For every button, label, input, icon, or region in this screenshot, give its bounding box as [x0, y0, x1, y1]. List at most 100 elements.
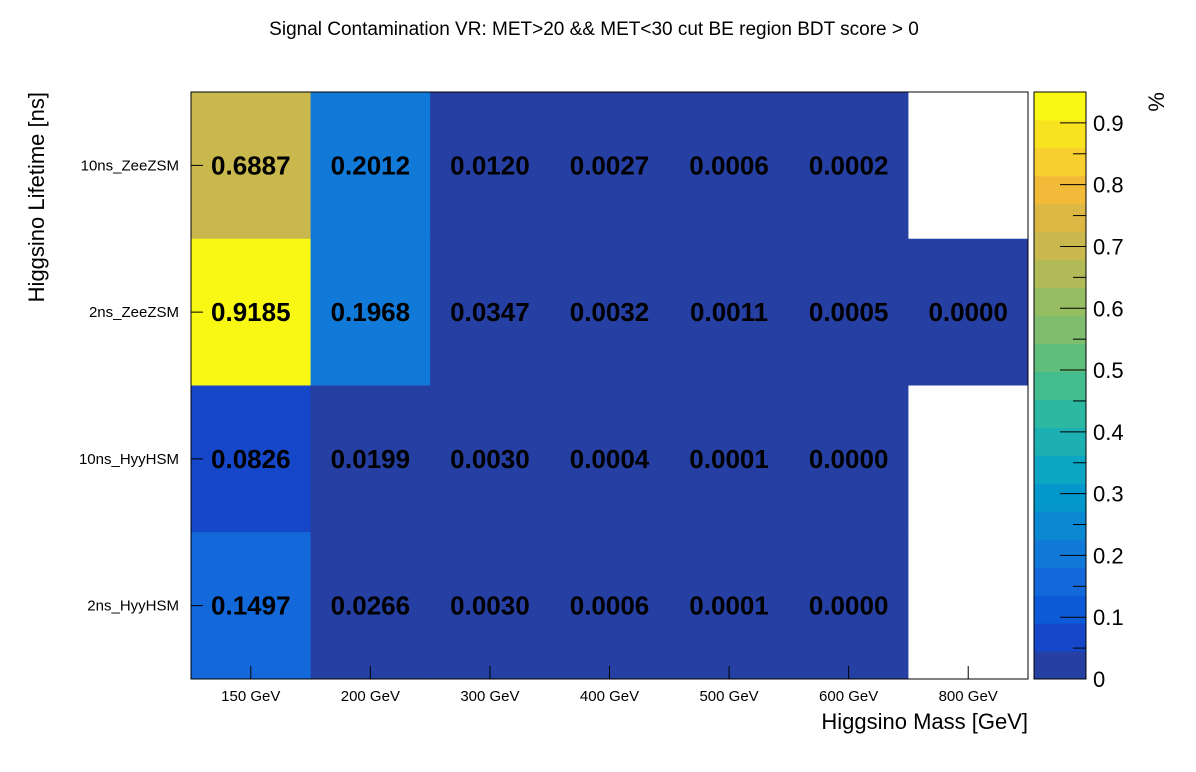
colorbar-band: [1034, 511, 1086, 540]
heatmap-cell: [191, 92, 312, 240]
colorbar-band: [1034, 595, 1086, 624]
cell-value-label: 0.0030: [450, 444, 530, 474]
x-tick-label: 800 GeV: [939, 688, 998, 705]
heatmap-cell: [549, 385, 670, 533]
colorbar-band: [1034, 567, 1086, 596]
heatmap-cell: [669, 385, 790, 533]
cell-value-label: 0.0011: [690, 297, 768, 327]
heatmap-cells: [191, 92, 1029, 680]
y-axis-label: Higgsino Lifetime [ns]: [24, 92, 49, 302]
cell-value-label: 0.0199: [331, 444, 411, 474]
heatmap-value-labels: 0.6887 0.2012 0.0120 0.0027 0.0006 0.0002 0.91…: [211, 150, 1008, 620]
colorbar-band: [1034, 287, 1086, 317]
cell-value-label: 0.0000: [928, 297, 1008, 327]
heatmap-cell: [310, 532, 431, 680]
cell-value-label: 0.0001: [689, 444, 769, 474]
colorbar-tick-label: 0: [1093, 667, 1105, 692]
colorbar-band: [1034, 203, 1086, 233]
heatmap-cell: [191, 532, 312, 680]
cell-value-label: 0.0006: [689, 150, 769, 180]
heatmap-cell: [669, 92, 790, 240]
colorbar-tick-label: 0.4: [1093, 420, 1124, 445]
colorbar-tick-label: 0.5: [1093, 358, 1124, 383]
heatmap-cell: [908, 238, 1029, 386]
cell-value-label: 0.0120: [450, 150, 530, 180]
cell-value-label: 0.0347: [450, 297, 530, 327]
x-axis-label: Higgsino Mass [GeV]: [821, 709, 1028, 734]
y-tick-label: 2ns_ZeeZSM: [89, 304, 179, 321]
cell-value-label: 0.1968: [331, 297, 411, 327]
y-axis-ticks: 10ns_ZeeZSM 2ns_ZeeZSM 10ns_HyyHSM 2ns_HyyH…: [79, 157, 203, 615]
colorbar-tick-label: 0.6: [1093, 296, 1124, 321]
colorbar-band: [1034, 92, 1086, 121]
heatmap-cell: [669, 238, 790, 386]
colorbar-band: [1034, 623, 1086, 652]
heatmap-cell: [549, 238, 670, 386]
colorbar-ticks: 0 0.1 0.2 0.3 0.4 0.5 0.6 0.7 0.8 0.9: [1060, 91, 1124, 692]
heatmap-cell: [549, 532, 670, 680]
colorbar-band: [1034, 539, 1086, 568]
cell-value-label: 0.0032: [570, 297, 650, 327]
colorbar-band: [1034, 343, 1086, 373]
heatmap-cell: [430, 238, 551, 386]
x-tick-label: 150 GeV: [221, 688, 280, 705]
colorbar-tick-label: 0.7: [1093, 234, 1124, 259]
heatmap-cell: [788, 238, 909, 386]
colorbar-tick-label: 0.1: [1093, 605, 1124, 630]
colorbar-band: [1034, 259, 1086, 289]
colorbar-band: [1034, 483, 1086, 512]
heatmap-cell: [310, 385, 431, 533]
heatmap-cell: [191, 385, 312, 533]
heatmap-cell: [908, 532, 1029, 680]
cell-value-label: 0.0826: [211, 444, 291, 474]
x-tick-label: 500 GeV: [699, 688, 758, 705]
cell-value-label: 0.0005: [809, 297, 889, 327]
colorbar-band: [1034, 175, 1086, 205]
heatmap-cell: [549, 92, 670, 240]
x-tick-label: 300 GeV: [460, 688, 519, 705]
cell-value-label: 0.0002: [809, 150, 889, 180]
colorbar-tick-label: 0.2: [1093, 543, 1124, 568]
colorbar-band: [1034, 119, 1086, 149]
color-scale-bar: [1034, 92, 1086, 680]
x-tick-label: 400 GeV: [580, 688, 639, 705]
chart-title: Signal Contamination VR: MET>20 && MET<3…: [269, 19, 919, 40]
y-tick-label: 10ns_HyyHSM: [79, 451, 179, 468]
y-tick-label: 2ns_HyyHSM: [87, 598, 179, 615]
cell-value-label: 0.0004: [570, 444, 650, 474]
x-tick-label: 600 GeV: [819, 688, 878, 705]
colorbar-tick-label: 0.8: [1093, 173, 1124, 198]
heatmap-cell: [430, 532, 551, 680]
heatmap-cell: [310, 92, 431, 240]
heatmap-cell: [430, 385, 551, 533]
colorbar-band: [1034, 315, 1086, 345]
cell-value-label: 0.9185: [211, 297, 291, 327]
heatmap-cell: [191, 238, 312, 386]
cell-value-label: 0.6887: [211, 150, 291, 180]
heatmap-cell: [788, 92, 909, 240]
cell-value-label: 0.0027: [570, 150, 650, 180]
heatmap-cell: [788, 385, 909, 533]
colorbar-tick-label: 0.9: [1093, 111, 1124, 136]
cell-value-label: 0.1497: [211, 591, 291, 621]
colorbar-band: [1034, 147, 1086, 177]
x-axis-ticks: 150 GeV 200 GeV 300 GeV 400 GeV 500 GeV 600 G…: [221, 666, 998, 705]
cell-value-label: 0.0001: [689, 591, 769, 621]
colorbar-band: [1034, 651, 1086, 680]
heatmap-cell: [669, 532, 790, 680]
colorbar-tick-label: 0.3: [1093, 482, 1124, 507]
heatmap-cell: [788, 532, 909, 680]
cell-value-label: 0.0006: [570, 591, 650, 621]
cell-value-label: 0.0000: [809, 591, 889, 621]
heatmap-cell: [310, 238, 431, 386]
y-tick-label: 10ns_ZeeZSM: [81, 157, 179, 174]
cell-value-label: 0.0266: [331, 591, 411, 621]
colorbar-band: [1034, 371, 1086, 400]
x-tick-label: 200 GeV: [341, 688, 400, 705]
cell-value-label: 0.0000: [809, 444, 889, 474]
colorbar-label: %: [1144, 92, 1169, 112]
heatmap-cell: [908, 92, 1029, 240]
colorbar-band: [1034, 399, 1086, 428]
heatmap-cell: [430, 92, 551, 240]
